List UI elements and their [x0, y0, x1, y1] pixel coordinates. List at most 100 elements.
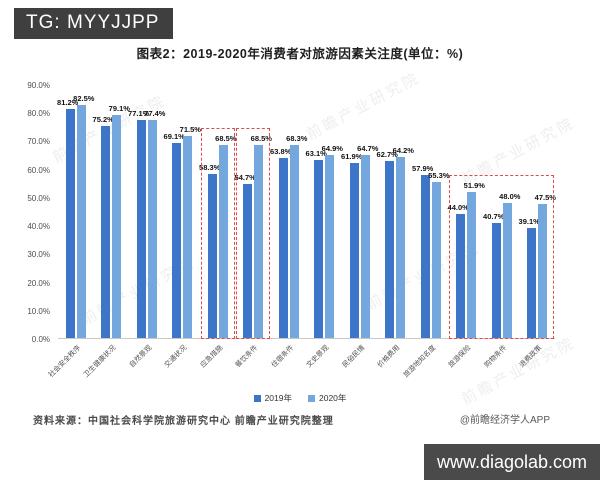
- bar-group: 57.9% 55.3% 旅游地知名度: [402, 85, 450, 379]
- bar-2020年-住宿条件: 68.3%: [286, 134, 307, 338]
- x-category-label: 餐饮条件: [234, 344, 260, 370]
- y-tick-label: 80.0%: [27, 109, 50, 119]
- x-category-label: 购物条件: [483, 344, 509, 370]
- y-tick-label: 90.0%: [27, 81, 50, 90]
- bar-group: 81.2% 82.5% 社会安全秩序: [47, 85, 94, 379]
- bar-value-label: 61.9%: [341, 152, 363, 162]
- bar-value-label: 68.5%: [215, 133, 237, 143]
- x-category-label: 住宿条件: [270, 344, 296, 370]
- chart-title: 图表2：2019-2020年消费者对旅游因素关注度(单位：%): [136, 47, 464, 61]
- bar-2020年-旅游保险: 51.9%: [464, 181, 485, 338]
- legend-swatch-2020: [308, 394, 315, 402]
- legend-item-2019: 2019年: [253, 392, 292, 404]
- x-category-label: 社会安全秩序: [47, 344, 83, 380]
- bar-value-label: 69.1%: [163, 132, 185, 141]
- y-tick-label: 50.0%: [27, 193, 50, 203]
- x-category-label: 自然景观: [128, 344, 154, 370]
- bar-2020年-退费政策: 47.5%: [535, 193, 556, 338]
- bar-2019年-交通状况: 69.1%: [164, 132, 185, 338]
- bar-value-label: 40.7%: [483, 212, 505, 222]
- legend-label-2020: 2020年: [319, 393, 347, 403]
- bar-group: 69.1% 71.5% 交通状况: [164, 85, 201, 369]
- bar-value-label: 63.8%: [270, 146, 292, 156]
- bar-2020年-交通状况: 71.5%: [180, 125, 201, 338]
- plot-area: 81.2% 82.5% 社会安全秩序 75.2% 79.1% 卫生健康状况 77.1% 77.…: [47, 85, 556, 379]
- bar-2019年-自然景观: 77.1%: [128, 109, 149, 338]
- bar-2019年-民俗民情: 61.9%: [341, 152, 362, 338]
- bar-value-label: 82.5%: [73, 94, 95, 104]
- bar-value-label: 57.9%: [412, 163, 434, 173]
- source-note: 资料来源：中国社会科学院旅游研究中心 前瞻产业研究院整理: [33, 416, 334, 427]
- y-axis: 90.0% 80.0% 70.0% 60.0% 50.0% 40.0% 30.0% 20.0%…: [0, 81, 54, 344]
- x-category-label: 民俗民情: [341, 344, 367, 370]
- credit-text: @前瞻经济学人APP: [459, 415, 550, 426]
- bar-value-label: 77.1%: [128, 109, 150, 119]
- bar-2019年-旅游地知名度: 57.9%: [412, 164, 433, 338]
- bar-2020年-文史景观: 64.9%: [322, 144, 343, 338]
- bar-2019年-卫生健康状况: 75.2%: [93, 115, 114, 338]
- bar-value-label: 71.5%: [179, 125, 201, 135]
- bar-value-label: 81.2%: [57, 97, 79, 107]
- bar-value-label: 54.7%: [234, 172, 256, 182]
- x-category-label: 退费政策: [518, 344, 544, 370]
- bar-group: 63.8% 68.3% 住宿条件: [270, 85, 307, 369]
- bar-value-label: 79.1%: [108, 103, 130, 113]
- bar-value-label: 64.9%: [321, 143, 343, 153]
- legend-item-2020: 2020年: [308, 392, 346, 404]
- bar-2020年-餐饮条件: 68.5%: [251, 134, 272, 338]
- x-category-label: 旅游保险: [447, 344, 473, 370]
- bar-value-label: 77.4%: [144, 108, 166, 118]
- x-category-label: 旅游地知名度: [402, 344, 438, 380]
- y-tick-label: 0.0%: [31, 335, 50, 344]
- bar-2019年-旅游保险: 44.0%: [448, 203, 469, 338]
- bar-value-label: 64.7%: [357, 144, 379, 154]
- bar-2020年-社会安全秩序: 82.5%: [73, 94, 94, 338]
- x-category-label: 应急措施: [199, 344, 225, 370]
- bar-2019年-餐饮条件: 54.7%: [235, 173, 256, 338]
- y-tick-label: 20.0%: [27, 278, 50, 288]
- telegram-tag-overlay: TG: MYYJJPP: [14, 8, 174, 39]
- x-category-label: 价格费用: [376, 344, 402, 370]
- bar-2019年-文史景观: 63.1%: [306, 149, 327, 338]
- bar-2020年-应急措施: 68.5%: [215, 134, 236, 338]
- bar-group: 44.0% 51.9% 旅游保险: [448, 85, 485, 370]
- x-category-label: 文史景观: [305, 344, 331, 370]
- bar-2019年-社会安全秩序: 81.2%: [57, 98, 78, 338]
- bar-value-label: 63.1%: [305, 148, 327, 158]
- bar-value-label: 68.5%: [250, 133, 272, 143]
- bar-2020年-卫生健康状况: 79.1%: [109, 104, 130, 338]
- legend-swatch-2019: [253, 394, 261, 402]
- x-category-label: 卫生健康状况: [82, 344, 118, 380]
- x-category-label: 交通状况: [163, 344, 189, 370]
- bar-value-label: 51.9%: [463, 180, 485, 190]
- bar-2020年-购物条件: 48.0%: [499, 192, 520, 338]
- bar-value-label: 75.2%: [92, 114, 114, 124]
- bar-group: 39.1% 47.5% 退费政策: [518, 85, 556, 369]
- legend-label-2019: 2019年: [264, 393, 292, 403]
- bar-2020年-民俗民情: 64.7%: [357, 144, 378, 338]
- bar-value-label: 47.5%: [534, 192, 556, 202]
- bar-value-label: 62.7%: [376, 150, 398, 159]
- bar-2019年-价格费用: 62.7%: [377, 150, 398, 338]
- y-tick-label: 60.0%: [27, 165, 50, 175]
- bar-group: 61.9% 64.7% 民俗民情: [341, 85, 378, 369]
- bar-value-label: 48.0%: [499, 191, 521, 201]
- legend: 2019年 2020年: [0, 392, 600, 404]
- bar-group: 77.1% 77.4% 自然景观: [128, 85, 165, 370]
- bar-2020年-自然景观: 77.4%: [144, 109, 165, 338]
- bar-value-label: 39.1%: [518, 216, 540, 226]
- bar-2019年-购物条件: 40.7%: [483, 212, 504, 338]
- y-tick-label: 30.0%: [27, 250, 50, 260]
- site-url-overlay: www.diagolab.com: [424, 444, 600, 480]
- bar-2020年-价格费用: 64.2%: [393, 146, 414, 338]
- bar-group: 58.3% 68.5% 应急措施: [199, 85, 236, 369]
- y-tick-label: 40.0%: [27, 222, 50, 232]
- bar-2019年-住宿条件: 63.8%: [270, 147, 291, 338]
- bar-value-label: 55.3%: [428, 170, 450, 180]
- y-tick-label: 10.0%: [27, 306, 50, 316]
- y-tick-label: 70.0%: [27, 137, 50, 147]
- bar-group: 63.1% 64.9% 文史景观: [306, 85, 343, 369]
- bar-value-label: 44.0%: [447, 202, 469, 212]
- bar-groups: 81.2% 82.5% 社会安全秩序 75.2% 79.1% 卫生健康状况 77.1% 77.…: [47, 85, 556, 379]
- bar-group: 54.7% 68.5% 餐饮条件: [235, 85, 272, 369]
